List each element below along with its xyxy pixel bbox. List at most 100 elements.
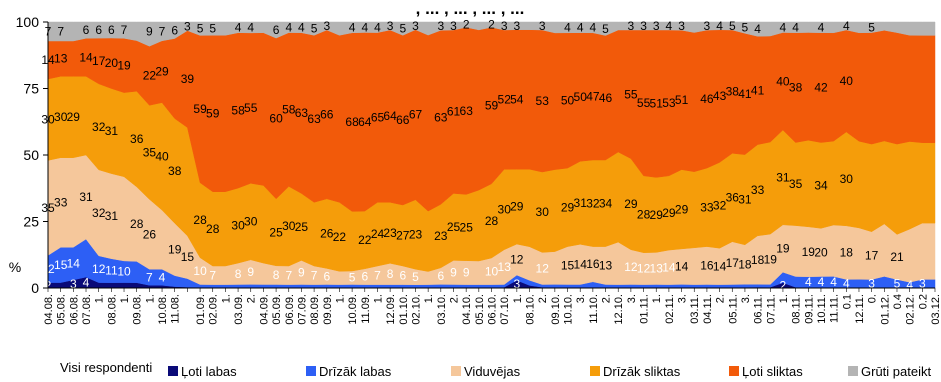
- data-label: 4: [666, 19, 673, 33]
- data-label: 64: [383, 109, 397, 123]
- x-tick-label: 11.08.: [170, 294, 182, 324]
- data-label: 4: [780, 20, 787, 34]
- data-label: 59: [206, 107, 220, 121]
- data-label: 30: [231, 219, 245, 233]
- data-label: 22: [358, 233, 372, 247]
- legend-entry: Drīzāk sliktas: [603, 364, 681, 379]
- data-label: 9: [146, 24, 153, 38]
- y-tick-label: 100: [16, 14, 40, 30]
- data-label: 17: [726, 256, 740, 270]
- data-label: 30: [282, 219, 296, 233]
- data-label: 31: [738, 193, 752, 207]
- data-label: 14: [713, 259, 727, 273]
- x-tick-label: 1.: [373, 294, 385, 303]
- x-tick-label: 02.11.: [664, 294, 676, 324]
- data-label: 4: [818, 275, 825, 289]
- data-label: 25: [269, 225, 283, 239]
- data-label: 29: [155, 65, 169, 79]
- data-label: 7: [159, 24, 166, 38]
- data-label: 14: [675, 260, 689, 274]
- data-label: 53: [536, 94, 550, 108]
- x-tick-label: 1.: [778, 294, 790, 303]
- data-label: 29: [624, 197, 638, 211]
- data-label: 3: [412, 19, 419, 33]
- data-label: 10: [485, 264, 499, 278]
- data-label: 12: [536, 261, 550, 275]
- y-tick-label: 0: [31, 280, 39, 296]
- data-label: 30: [244, 215, 258, 229]
- x-tick-label: 05.08.: [56, 294, 68, 325]
- data-label: 5: [868, 20, 875, 34]
- data-label: 7: [374, 268, 381, 282]
- data-label: 28: [206, 222, 220, 236]
- data-label: 27: [396, 229, 410, 243]
- data-label: 31: [776, 170, 790, 184]
- data-label: 4: [247, 21, 254, 35]
- x-tick-label: 3.: [740, 294, 752, 303]
- data-label: 40: [840, 74, 854, 88]
- data-label: 22: [333, 230, 347, 244]
- x-tick-label: 0.4: [892, 294, 904, 309]
- data-label: 30: [536, 205, 550, 219]
- x-tick-label: 04.10.: [461, 294, 473, 325]
- data-label: 4: [361, 20, 368, 34]
- data-label: 30: [498, 203, 512, 217]
- data-label: 14: [662, 260, 676, 274]
- data-label: 4: [298, 20, 305, 34]
- x-tick-label: 12.09.: [385, 294, 397, 325]
- legend-entry: Viduvējas: [464, 364, 521, 379]
- data-label: 28: [130, 217, 144, 231]
- data-label: 52: [498, 93, 512, 107]
- data-label: 38: [726, 85, 740, 99]
- data-label: 19: [764, 252, 778, 266]
- x-tick-label: 2.: [449, 294, 461, 303]
- y-tick-label: 25: [23, 214, 39, 230]
- data-label: 10: [117, 265, 131, 279]
- data-label: 53: [662, 96, 676, 110]
- data-label: 2: [780, 278, 787, 292]
- data-label: 17: [92, 54, 106, 68]
- data-label: 33: [751, 183, 765, 197]
- x-tick-label: 09.10.: [550, 294, 562, 325]
- data-label: 20: [105, 56, 119, 70]
- x-tick-label: 03.09.: [233, 294, 245, 325]
- data-label: 66: [396, 113, 410, 127]
- x-tick-label: 06.10.: [487, 294, 499, 325]
- data-label: 23: [383, 226, 397, 240]
- data-label: 3: [513, 19, 520, 33]
- x-tick-label: 2.: [601, 294, 613, 303]
- data-label: 3: [70, 277, 77, 291]
- x-tick-label: 02.10.: [411, 294, 423, 325]
- data-label: 29: [650, 208, 664, 222]
- data-label: 13: [498, 260, 512, 274]
- data-label: 8: [273, 268, 280, 282]
- data-label: 5: [602, 22, 609, 36]
- data-label: 3: [678, 19, 685, 33]
- data-label: 3: [513, 277, 520, 291]
- legend-swatch: [451, 366, 461, 376]
- data-label: 63: [307, 112, 321, 126]
- data-label: 5: [349, 271, 356, 285]
- x-tick-label: 07.11.: [765, 294, 777, 324]
- data-label: 36: [726, 191, 740, 205]
- data-label: 54: [510, 93, 524, 107]
- data-label: 26: [320, 227, 334, 241]
- data-label: 5: [729, 19, 736, 33]
- data-label: 4: [564, 20, 571, 34]
- x-tick-label: 3.: [626, 294, 638, 303]
- data-label: 42: [814, 81, 828, 95]
- x-tick-label: 12.10.: [613, 294, 625, 325]
- x-tick-label: 06.08.: [68, 294, 80, 325]
- data-label: 15: [561, 259, 575, 273]
- data-label: 5: [742, 21, 749, 35]
- data-label: 3: [501, 19, 508, 33]
- data-label: 15: [54, 258, 68, 272]
- data-label: 32: [92, 206, 106, 220]
- x-tick-label: 1.: [144, 294, 156, 303]
- data-label: 18: [751, 253, 765, 267]
- data-label: 3: [437, 19, 444, 33]
- legend-swatch: [848, 366, 858, 376]
- data-label: 34: [814, 178, 828, 192]
- data-label: 7: [57, 24, 64, 38]
- data-labels: 2343212151412111074444435433353331323128…: [41, 18, 926, 293]
